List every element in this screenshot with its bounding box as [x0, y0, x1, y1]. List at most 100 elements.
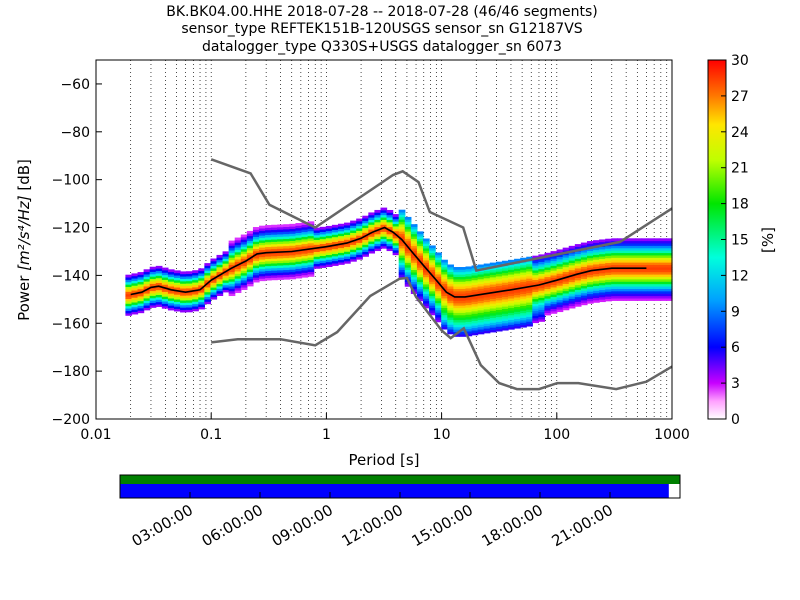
histogram-cell [410, 264, 418, 268]
histogram-cell [131, 299, 139, 303]
histogram-cell [629, 274, 637, 277]
histogram-cell [459, 286, 467, 289]
histogram-cell [234, 278, 242, 282]
histogram-cell [240, 253, 248, 257]
histogram-cell [398, 269, 406, 273]
data-coverage-bar: 03:00:00 06:00:00 09:00:00 12:00:00 15:00:00… [119, 474, 681, 550]
histogram-cell [429, 252, 436, 256]
histogram-cell [198, 306, 205, 310]
histogram-cell [580, 259, 588, 263]
histogram-cell [483, 328, 491, 331]
histogram-cell [586, 272, 594, 275]
histogram-cell [404, 221, 412, 225]
histogram-cell [186, 304, 193, 308]
histogram-cell [173, 270, 181, 274]
histogram-cell [307, 235, 315, 239]
histogram-cell [653, 276, 661, 280]
histogram-cell [295, 242, 303, 245]
histogram-cell [149, 297, 157, 301]
colorbar-tick-label: 18 [731, 197, 749, 213]
histogram-cell [659, 250, 667, 254]
histogram-cell [526, 268, 533, 272]
histogram-cell [599, 275, 606, 279]
histogram-cell [599, 282, 606, 286]
mode-line [130, 226, 647, 298]
histogram-cell [586, 288, 594, 292]
histogram-cell [508, 319, 515, 323]
histogram-cell [277, 257, 284, 261]
histogram-cell [283, 226, 290, 230]
histogram-cell [653, 262, 661, 266]
histogram-cell [483, 320, 491, 324]
histogram-cell [520, 269, 527, 273]
histogram-cell [228, 245, 236, 249]
histogram-cell [374, 236, 382, 240]
histogram-cell [593, 276, 600, 279]
histogram-cell [283, 231, 290, 235]
histogram-cell [447, 321, 454, 325]
histogram-cell [441, 264, 448, 268]
histogram-cell [210, 289, 218, 293]
histogram-cell [295, 258, 303, 262]
y-tick-label: −160 [52, 316, 90, 332]
histogram-cell [453, 276, 461, 280]
histogram-cell [277, 234, 284, 237]
histogram-cell [277, 274, 284, 278]
histogram-cell [380, 224, 388, 228]
histogram-cell [459, 312, 467, 316]
histogram-cell [392, 240, 400, 244]
histogram-cell [234, 266, 242, 270]
histogram-cell [568, 253, 576, 256]
histogram-cell [410, 248, 418, 251]
histogram-cell [508, 310, 515, 313]
histogram-cell [659, 243, 667, 246]
histogram-cell [161, 296, 169, 300]
histogram-cell [556, 285, 564, 289]
histogram-cell [544, 295, 552, 299]
histogram-cell [192, 282, 199, 285]
histogram-cell [495, 321, 503, 325]
histogram-cell [623, 238, 631, 242]
histogram-cell [307, 226, 315, 229]
histogram-cell [495, 328, 503, 332]
histogram-cell [586, 248, 594, 252]
histogram-cell [465, 290, 473, 294]
histogram-cell [435, 262, 442, 265]
histogram-cell [143, 295, 151, 299]
histogram-cell [574, 270, 582, 274]
histogram-cell [562, 283, 570, 287]
histogram-cell [167, 295, 175, 299]
histogram-cell [392, 228, 400, 232]
histogram-cell [356, 225, 363, 229]
histogram-cell [277, 241, 284, 245]
histogram-cell [611, 288, 618, 292]
histogram-cell [234, 256, 242, 260]
histogram-cell [362, 225, 369, 229]
histogram-cell [580, 292, 588, 296]
histogram-cell [459, 307, 467, 311]
histogram-cell [532, 298, 539, 302]
histogram-cell [422, 279, 430, 282]
histogram-cell [222, 284, 230, 288]
histogram-cell [611, 281, 618, 285]
histogram-cell [665, 269, 673, 273]
histogram-cell [228, 269, 236, 273]
histogram-cell [149, 269, 157, 272]
histogram-cell [186, 278, 193, 282]
histogram-cell [410, 288, 418, 292]
histogram-cell [538, 261, 546, 265]
histogram-cell [532, 277, 539, 281]
histogram-cell [422, 255, 430, 259]
x-tick-label: 100 [543, 427, 570, 443]
histogram-cell [508, 300, 515, 304]
histogram-cell [550, 287, 558, 290]
histogram-cell [550, 267, 558, 271]
histogram-cell [362, 246, 369, 250]
histogram-cell [653, 269, 661, 273]
histogram-cell [568, 269, 576, 273]
histogram-cell [289, 266, 297, 270]
histogram-cell [532, 255, 539, 259]
histogram-cell [526, 311, 533, 315]
histogram-cell [380, 217, 388, 220]
histogram-cell [489, 322, 497, 326]
